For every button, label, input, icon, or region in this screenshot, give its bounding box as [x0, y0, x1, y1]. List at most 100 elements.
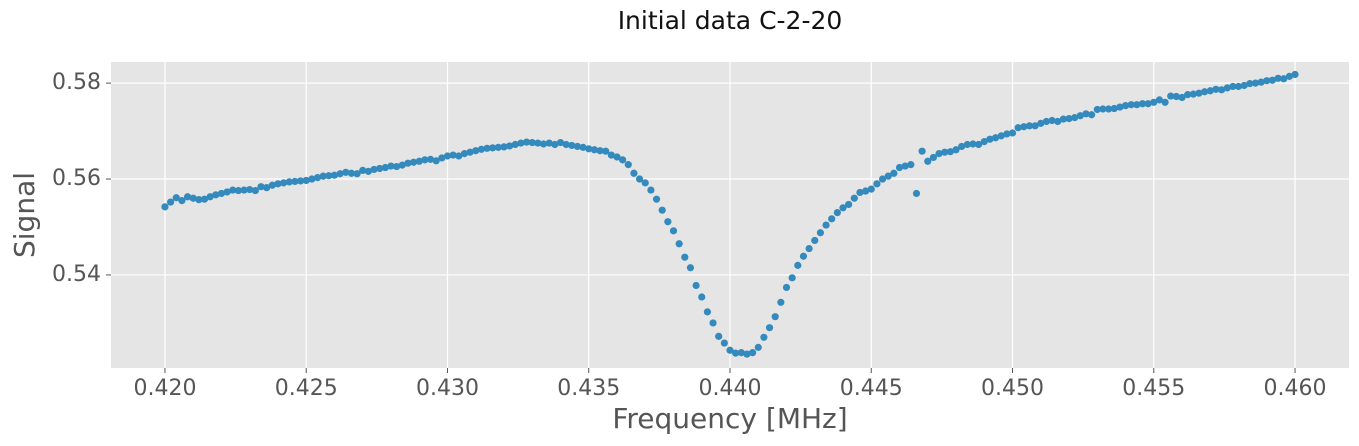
data-point [342, 168, 350, 176]
data-point [268, 181, 276, 189]
data-point [381, 163, 389, 172]
data-point [1104, 105, 1113, 113]
data-point [630, 169, 638, 177]
data-point [963, 140, 971, 149]
data-point [183, 193, 192, 201]
data-point [1008, 129, 1017, 137]
data-point [890, 169, 898, 177]
data-point [771, 313, 779, 321]
data-point [901, 162, 909, 170]
data-point [782, 283, 791, 292]
data-point [477, 145, 485, 153]
x-tick-label: 0.450 [981, 376, 1044, 401]
data-point [195, 196, 203, 204]
data-point [681, 253, 689, 261]
data-point [884, 172, 892, 180]
data-point [1161, 98, 1169, 106]
data-point [212, 191, 220, 199]
data-point [822, 221, 830, 229]
data-point [517, 139, 525, 147]
data-point [562, 140, 570, 149]
data-point [393, 162, 401, 171]
data-point [918, 147, 926, 155]
data-point [1172, 92, 1180, 101]
data-point [1133, 101, 1141, 109]
data-point [568, 141, 576, 150]
data-point [325, 172, 333, 180]
data-point [1150, 98, 1158, 106]
data-point [878, 175, 887, 183]
data-point [189, 194, 197, 202]
data-point [234, 186, 243, 195]
data-point [816, 229, 825, 237]
data-point [1201, 88, 1209, 96]
data-point [1251, 79, 1260, 87]
data-point [415, 157, 423, 165]
data-point [1048, 116, 1056, 125]
data-point [246, 185, 254, 194]
data-point [941, 148, 949, 156]
data-point [997, 132, 1005, 140]
data-point [376, 164, 384, 173]
data-point [715, 332, 723, 340]
data-point [590, 146, 598, 154]
data-point [873, 180, 881, 188]
data-point [1099, 105, 1107, 113]
data-point [895, 163, 904, 172]
data-point [754, 343, 762, 351]
data-point [946, 148, 954, 156]
data-point [980, 138, 988, 146]
data-point [1059, 115, 1067, 123]
data-point [449, 151, 457, 159]
data-point [1088, 111, 1096, 119]
x-tick-label: 0.430 [416, 376, 479, 401]
data-point [257, 183, 265, 191]
data-point [370, 165, 378, 174]
data-point [839, 204, 847, 212]
x-tick-label: 0.445 [840, 376, 903, 401]
x-tick-label: 0.425 [275, 376, 338, 401]
data-point [506, 142, 514, 150]
data-point [1037, 119, 1045, 127]
data-point [1167, 92, 1175, 100]
y-tick-label: 0.54 [52, 262, 101, 287]
x-tick-label: 0.435 [557, 376, 620, 401]
data-point [811, 236, 819, 245]
data-point [1065, 114, 1073, 123]
chart-title: Initial data C-2-20 [618, 6, 843, 35]
data-point [845, 200, 853, 209]
data-point [472, 147, 480, 155]
data-point [421, 156, 429, 164]
data-point [929, 153, 938, 162]
data-point [794, 261, 802, 269]
data-point [1138, 100, 1147, 108]
data-point [692, 281, 700, 290]
y-axis-label: Signal [8, 172, 41, 258]
data-point [1042, 117, 1051, 126]
data-point [359, 166, 367, 174]
data-point [511, 140, 519, 149]
data-point [619, 156, 627, 164]
data-point [539, 140, 548, 148]
x-tick-label: 0.460 [1264, 376, 1327, 401]
data-point [585, 145, 593, 153]
data-point [1195, 89, 1203, 97]
data-point [240, 186, 248, 194]
data-point [1071, 114, 1079, 122]
data-point [726, 346, 734, 354]
data-point [799, 252, 808, 260]
data-point [924, 157, 932, 165]
data-point [1285, 72, 1293, 80]
data-point [602, 147, 610, 155]
data-point [466, 148, 474, 156]
data-point [206, 193, 214, 201]
data-point [805, 244, 813, 253]
data-point [1263, 77, 1271, 85]
x-tick-label: 0.440 [699, 376, 762, 401]
data-point [1020, 123, 1028, 131]
data-point [353, 170, 361, 178]
data-point [1093, 105, 1101, 114]
data-point [1280, 75, 1288, 83]
data-point [607, 151, 615, 159]
